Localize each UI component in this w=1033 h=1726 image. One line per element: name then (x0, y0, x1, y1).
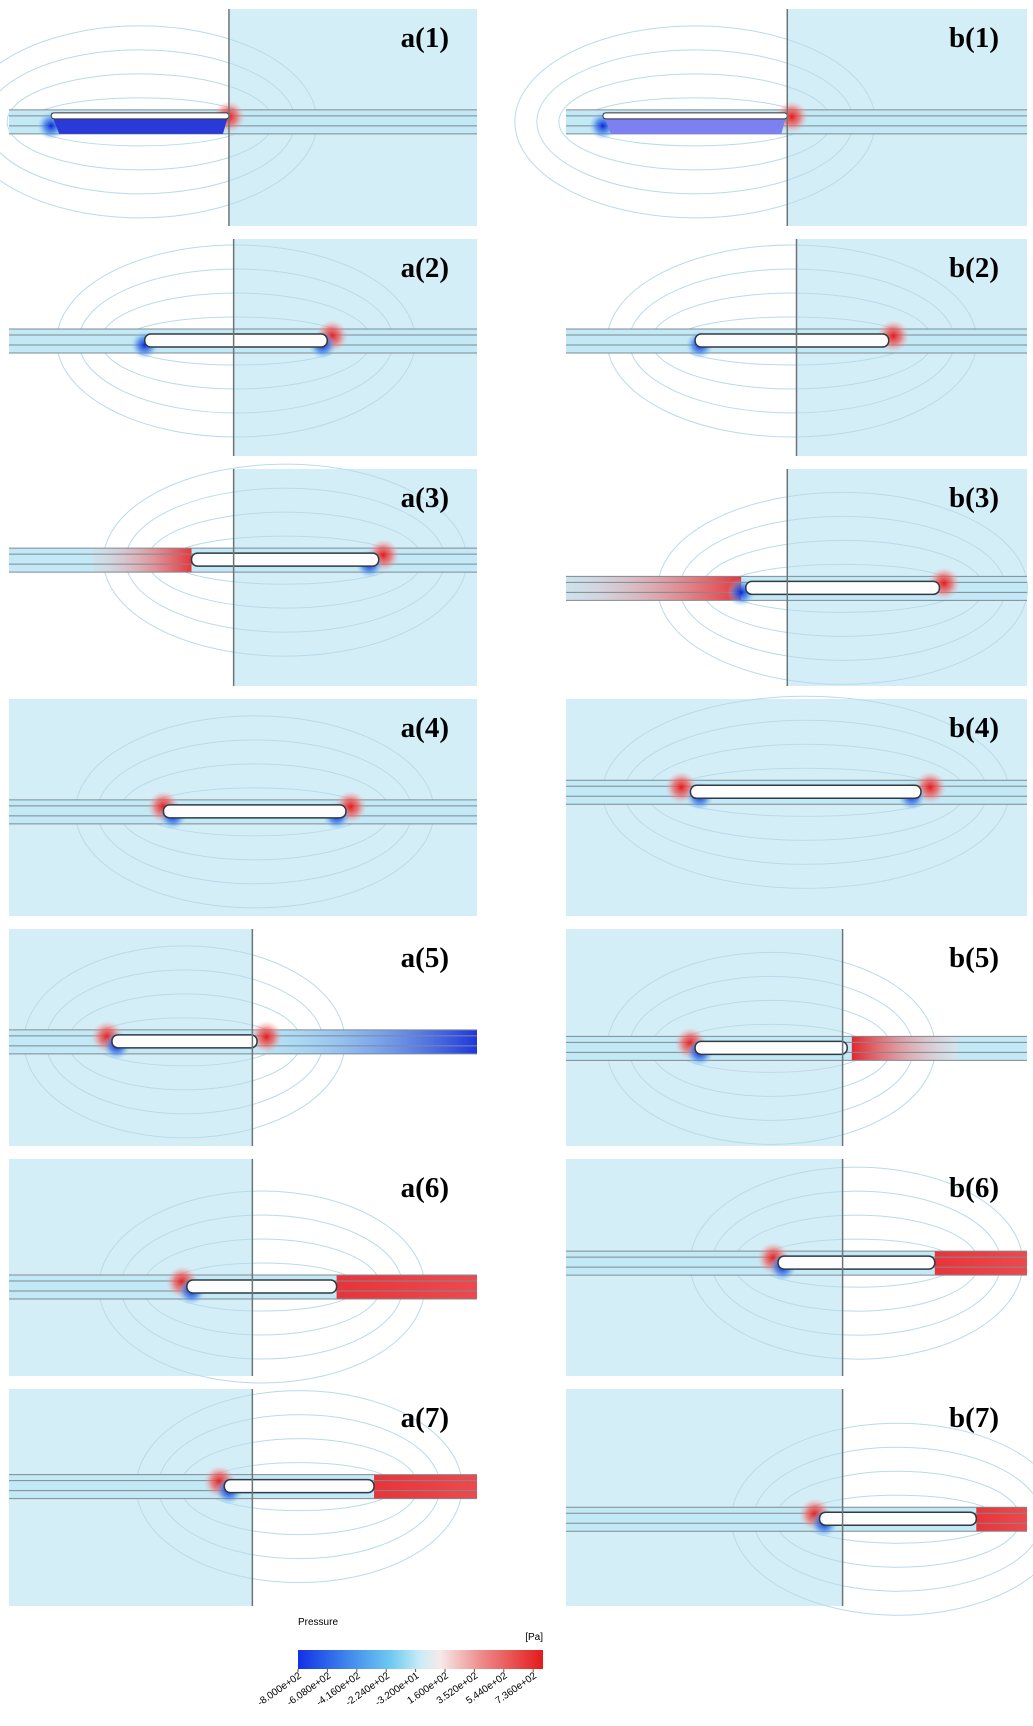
capsule (695, 334, 889, 347)
panel: b(1) (515, 9, 1027, 226)
panel-label: b(4) (949, 712, 999, 744)
fluid-domain (566, 1389, 843, 1606)
panel-label: a(2) (401, 252, 449, 284)
panel-label: a(5) (401, 942, 449, 974)
panel: a(2) (9, 239, 477, 456)
colorbar-unit: [Pa] (525, 1632, 543, 1643)
tube-pressure (566, 576, 741, 600)
panel: a(3) (9, 464, 477, 686)
tube-pressure (337, 1275, 477, 1299)
panel-label: b(1) (949, 22, 999, 54)
tube-pressure (93, 548, 191, 572)
panel-label: a(4) (401, 712, 449, 744)
panel-label: a(6) (401, 1172, 449, 1204)
panel: b(4) (566, 696, 1027, 916)
capsule (746, 581, 940, 594)
panel: a(5) (9, 929, 477, 1146)
panel-label: b(7) (949, 1402, 999, 1434)
page: a(1) a(2) a(3) a(4) a(5) a(6) a(7) b(1) b(2) b(3)… (0, 0, 1033, 1726)
panel-label: a(7) (401, 1402, 449, 1434)
capsule (695, 1041, 847, 1054)
panel-label: a(3) (401, 482, 449, 514)
panel: a(6) (9, 1159, 477, 1383)
tube-pressure (374, 1475, 477, 1499)
panel: b(3) (566, 469, 1027, 686)
panel: a(1) (0, 9, 477, 226)
capsule (145, 334, 328, 347)
capsule-top (51, 113, 229, 119)
tube-pressure (852, 1036, 958, 1060)
figure: a(1) a(2) a(3) a(4) a(5) a(6) a(7) b(1) b(2) b(3)… (0, 0, 1033, 1726)
capsule-top (603, 113, 787, 119)
panel: a(4) (9, 699, 477, 916)
panel: b(2) (566, 239, 1027, 456)
capsule (112, 1035, 257, 1048)
panel: a(7) (9, 1389, 477, 1606)
tube-pressure (935, 1251, 1027, 1275)
capsule (187, 1280, 337, 1293)
colorbar (298, 1650, 543, 1669)
panel-label: b(2) (949, 252, 999, 284)
panel-label: b(6) (949, 1172, 999, 1204)
panel-label: a(1) (401, 22, 449, 54)
panel: b(6) (566, 1159, 1027, 1376)
tube-pressure (266, 1030, 477, 1054)
capsule (224, 1480, 374, 1493)
panel: b(5) (566, 929, 1027, 1146)
colorbar-title: Pressure (298, 1617, 338, 1628)
panel-label: b(5) (949, 942, 999, 974)
panel: b(7) (566, 1389, 1033, 1615)
capsule (690, 785, 921, 798)
panel-label: b(3) (949, 482, 999, 514)
capsule (778, 1256, 935, 1269)
tube-pressure (976, 1507, 1027, 1531)
capsule (163, 805, 346, 818)
capsule (192, 553, 379, 566)
